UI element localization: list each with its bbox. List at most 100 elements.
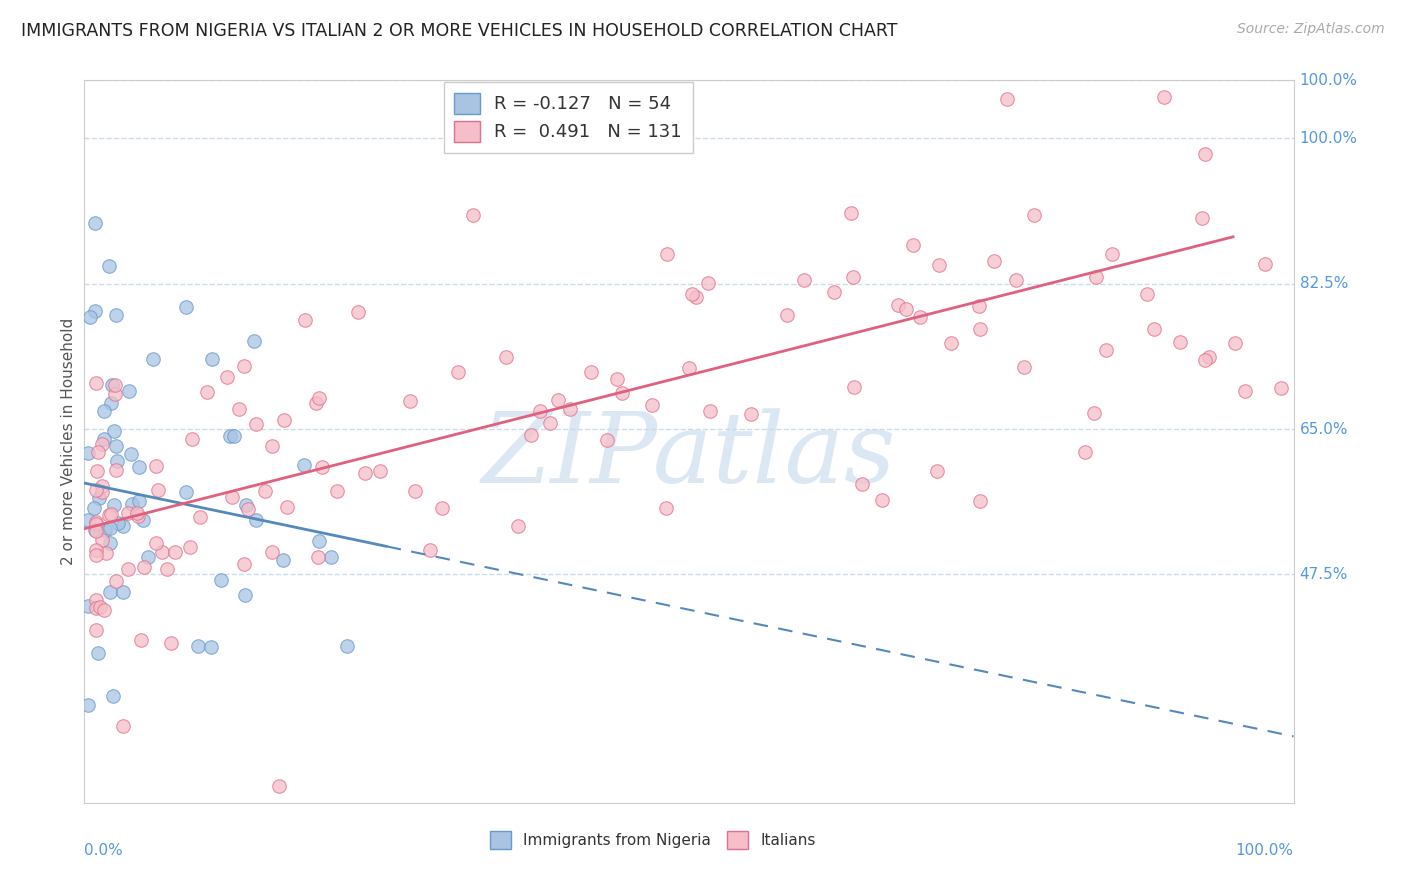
Point — [399, 393, 422, 408]
Point — [156, 562, 179, 576]
Point — [1194, 352, 1216, 367]
Point — [117, 562, 139, 576]
Point — [105, 462, 128, 476]
Point — [87, 445, 110, 459]
Point — [200, 640, 222, 654]
Point — [1022, 208, 1045, 222]
Point — [195, 384, 218, 399]
Point — [560, 401, 582, 416]
Point — [238, 501, 260, 516]
Point — [86, 542, 108, 557]
Point — [83, 500, 105, 515]
Point — [419, 543, 441, 558]
Point — [657, 246, 679, 260]
Point — [86, 548, 108, 562]
Point — [529, 404, 551, 418]
Point — [104, 377, 127, 392]
Point — [262, 439, 284, 453]
Point — [887, 298, 910, 312]
Point — [174, 484, 197, 499]
Point — [94, 546, 117, 560]
Point — [538, 416, 561, 430]
Point — [100, 396, 122, 410]
Point — [610, 386, 633, 401]
Point — [368, 464, 391, 478]
Point — [97, 508, 120, 522]
Point — [292, 458, 315, 473]
Point — [1198, 350, 1220, 364]
Point — [150, 545, 173, 559]
Point — [117, 506, 139, 520]
Point — [851, 477, 873, 491]
Point — [232, 558, 254, 572]
Point — [326, 484, 349, 499]
Point — [1270, 381, 1292, 395]
Point — [128, 459, 150, 474]
Point — [200, 351, 222, 366]
Point — [232, 359, 254, 374]
Point — [105, 453, 128, 467]
Point — [606, 372, 628, 386]
Point — [93, 432, 115, 446]
Point — [1143, 322, 1166, 336]
Point — [121, 497, 143, 511]
Point — [430, 501, 453, 516]
Point — [188, 510, 211, 524]
Point — [1095, 343, 1118, 357]
Point — [90, 484, 112, 499]
Point — [101, 689, 124, 703]
Point — [77, 513, 100, 527]
Point — [294, 313, 316, 327]
Point — [655, 501, 678, 516]
Point — [100, 508, 122, 522]
Text: 100.0%: 100.0% — [1299, 73, 1358, 87]
Point — [870, 493, 893, 508]
Point — [93, 603, 115, 617]
Point — [245, 513, 267, 527]
Point — [1168, 335, 1191, 350]
Point — [495, 351, 517, 365]
Point — [112, 519, 135, 533]
Point — [839, 206, 862, 220]
Point — [641, 399, 664, 413]
Point — [1004, 273, 1026, 287]
Point — [132, 513, 155, 527]
Point — [308, 391, 330, 405]
Point — [84, 304, 107, 318]
Point — [107, 516, 129, 530]
Point — [86, 516, 108, 531]
Point — [1085, 270, 1108, 285]
Point — [86, 646, 108, 660]
Text: Source: ZipAtlas.com: Source: ZipAtlas.com — [1237, 22, 1385, 37]
Point — [939, 335, 962, 350]
Point — [699, 404, 721, 418]
Point — [104, 439, 127, 453]
Point — [1153, 90, 1175, 104]
Point — [267, 779, 290, 793]
Point — [253, 483, 276, 498]
Point — [86, 600, 108, 615]
Point — [228, 401, 250, 416]
Point — [1223, 335, 1246, 350]
Point — [346, 305, 368, 319]
Point — [305, 396, 328, 410]
Point — [243, 334, 266, 348]
Point — [112, 719, 135, 733]
Point — [776, 308, 799, 322]
Point — [235, 498, 257, 512]
Point — [901, 237, 924, 252]
Point — [165, 544, 187, 558]
Point — [132, 559, 155, 574]
Point — [145, 535, 167, 549]
Point — [319, 550, 342, 565]
Text: 47.5%: 47.5% — [1299, 567, 1348, 582]
Point — [79, 310, 101, 325]
Point — [233, 588, 256, 602]
Point — [98, 536, 121, 550]
Point — [91, 436, 114, 450]
Point — [1012, 360, 1035, 375]
Text: 0.0%: 0.0% — [84, 843, 124, 857]
Point — [596, 433, 619, 447]
Point — [125, 506, 148, 520]
Text: 65.0%: 65.0% — [1299, 422, 1348, 436]
